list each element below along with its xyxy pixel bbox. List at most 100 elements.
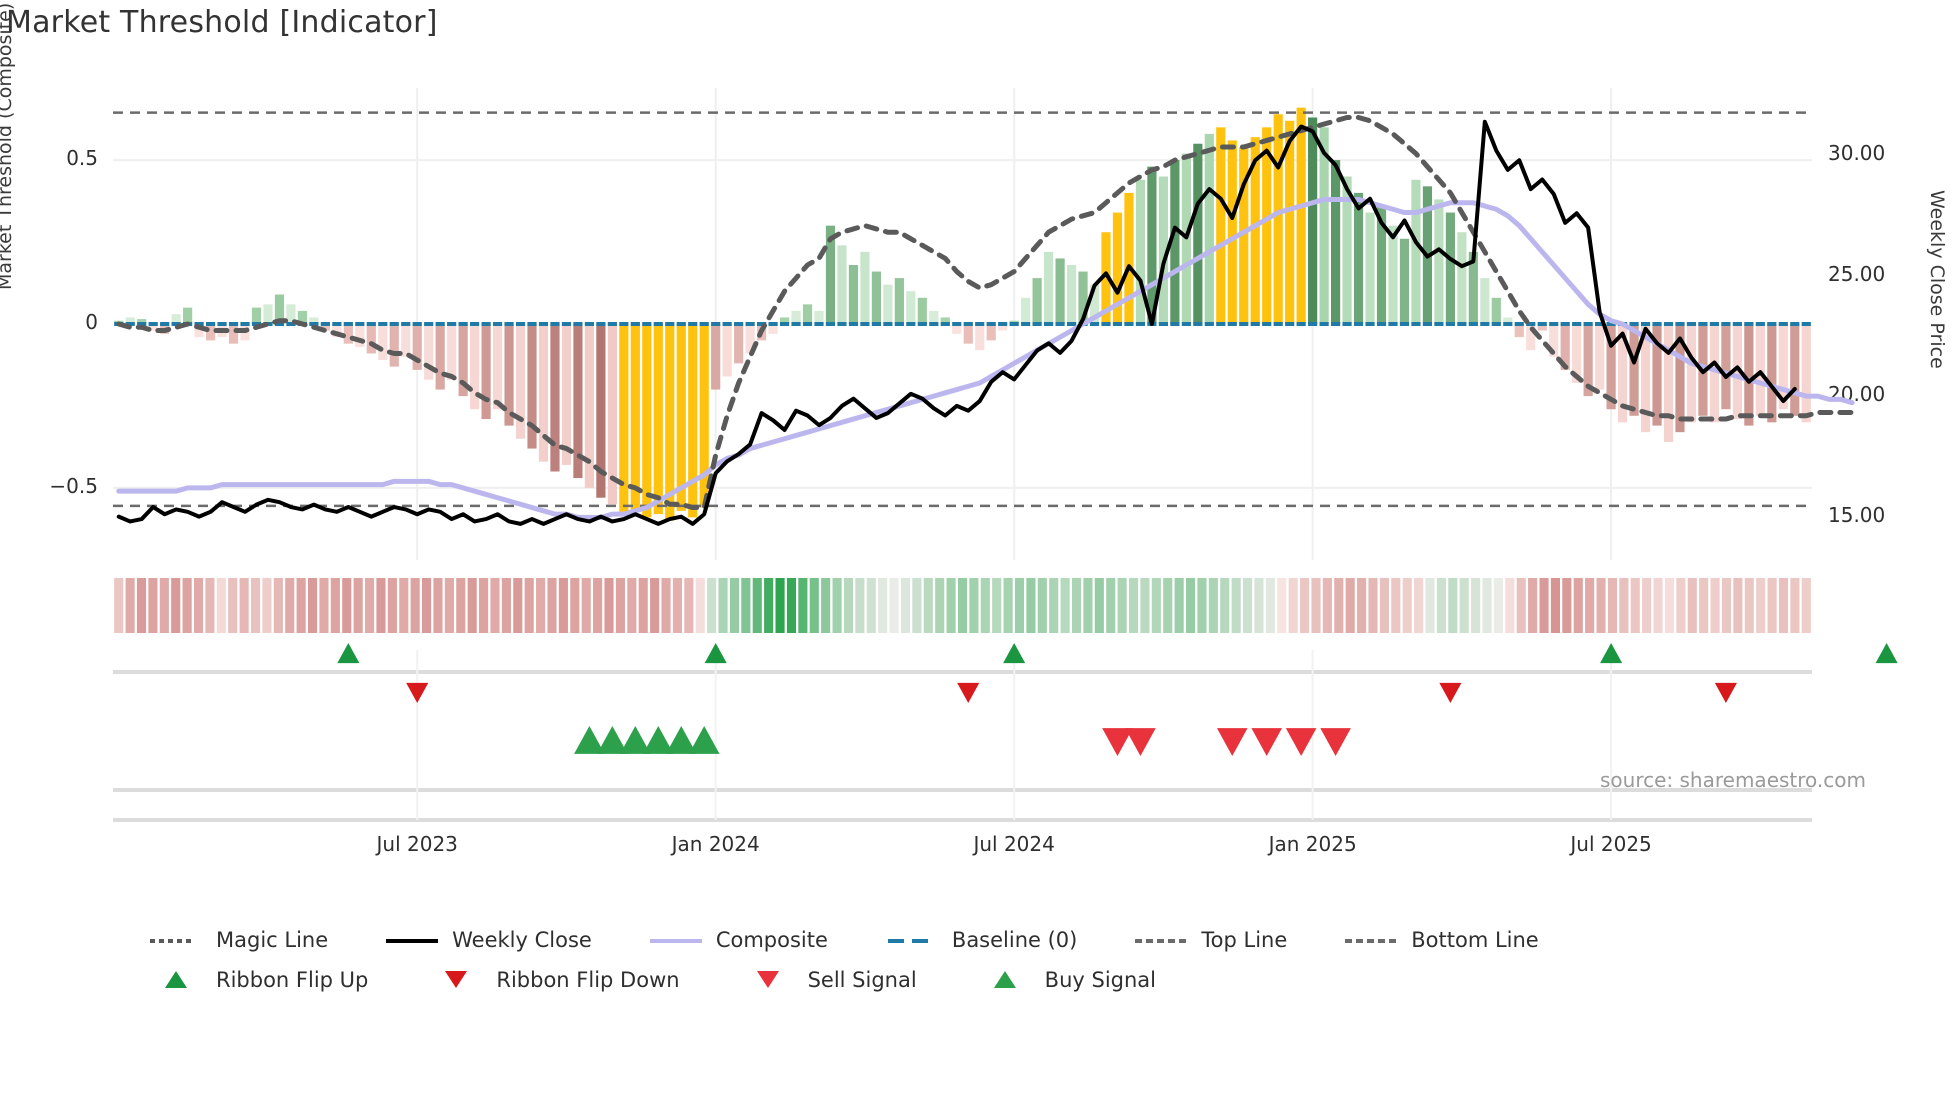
- threshold-bar: [1617, 324, 1628, 423]
- threshold-bar: [1629, 324, 1639, 416]
- triangle-up-icon: [150, 971, 202, 989]
- threshold-bar: [1089, 284, 1100, 324]
- sell-signal-marker[interactable]: [1216, 728, 1248, 756]
- threshold-bar: [1239, 147, 1249, 324]
- ribbon-cell: [171, 578, 181, 633]
- ribbon-cell: [1425, 578, 1435, 633]
- threshold-bar: [1663, 324, 1674, 442]
- ribbon-cell: [1391, 578, 1401, 633]
- ribbon-cell: [1049, 578, 1059, 633]
- legend-item[interactable]: Ribbon Flip Down: [430, 968, 680, 992]
- threshold-bar: [1606, 324, 1616, 410]
- ribbon-cell: [1676, 578, 1686, 633]
- buy-signal-marker[interactable]: [574, 726, 605, 754]
- threshold-bar: [447, 324, 457, 380]
- threshold-bar: [1112, 212, 1123, 324]
- ribbon-cell: [695, 578, 705, 633]
- magic-line: [116, 115, 1855, 511]
- threshold-bar: [1262, 127, 1272, 324]
- ribbon-flip-down-marker[interactable]: [957, 682, 980, 703]
- line-swatch-icon: [1345, 931, 1397, 949]
- ribbon-cell: [410, 578, 420, 633]
- ribbon-cell: [1128, 578, 1139, 633]
- ribbon-cell: [399, 578, 409, 633]
- ribbon-cell: [1550, 578, 1561, 633]
- buy-signal-marker[interactable]: [665, 726, 697, 754]
- ribbon-cell: [570, 578, 580, 633]
- ribbon-cell: [1277, 578, 1287, 633]
- legend-item[interactable]: Weekly Close: [386, 928, 592, 952]
- buy-signal-marker[interactable]: [688, 726, 720, 754]
- legend-item[interactable]: Buy Signal: [979, 968, 1156, 992]
- page-title: Market Threshold [Indicator]: [6, 5, 438, 40]
- threshold-bar: [194, 324, 204, 338]
- threshold-bar: [906, 291, 916, 324]
- threshold-bar: [343, 324, 353, 344]
- sell-signal-marker[interactable]: [1125, 728, 1156, 756]
- sell-signal-marker[interactable]: [1320, 728, 1351, 756]
- ribbon-cell: [809, 578, 819, 633]
- ribbon-cell: [1106, 578, 1116, 633]
- ribbon-cell: [1254, 578, 1264, 633]
- buy-signal-marker[interactable]: [597, 726, 628, 754]
- threshold-bar: [470, 324, 480, 410]
- threshold-bar: [1457, 232, 1467, 324]
- legend-item[interactable]: Composite: [649, 928, 828, 952]
- ribbon-cell: [650, 578, 660, 633]
- ribbon-cell: [581, 578, 591, 633]
- ribbon-flip-up-marker[interactable]: [337, 643, 360, 664]
- ribbon-cell: [547, 578, 557, 633]
- legend-item-label: Sell Signal: [807, 968, 917, 992]
- buy-signal-marker[interactable]: [620, 726, 651, 754]
- ribbon-cell: [182, 578, 192, 633]
- legend-item[interactable]: Baseline (0): [886, 928, 1077, 952]
- threshold-bar: [1468, 251, 1478, 324]
- threshold-bar: [584, 324, 595, 488]
- threshold-bar: [1296, 107, 1306, 325]
- threshold-bar: [975, 324, 985, 351]
- threshold-bar: [1767, 324, 1777, 423]
- threshold-bar: [619, 324, 629, 515]
- threshold-bar: [1124, 192, 1134, 324]
- ribbon-flip-up-marker[interactable]: [1875, 643, 1898, 664]
- threshold-bar: [125, 317, 135, 324]
- buy-signal-marker[interactable]: [642, 726, 674, 754]
- ribbon-cell: [1334, 578, 1344, 633]
- legend-item[interactable]: Top Line: [1135, 928, 1287, 952]
- threshold-bar: [952, 324, 962, 334]
- legend-item[interactable]: Bottom Line: [1345, 928, 1539, 952]
- threshold-bar: [1514, 324, 1524, 338]
- threshold-bar: [1640, 324, 1651, 433]
- ribbon-flip-up-marker[interactable]: [1600, 643, 1623, 664]
- ribbon-cell: [980, 578, 990, 633]
- ribbon-cell: [1083, 578, 1093, 633]
- threshold-bar: [458, 324, 468, 397]
- ribbon-flip-up-marker[interactable]: [704, 643, 727, 664]
- x-tick-4: Jul 2025: [1570, 832, 1652, 856]
- legend-item[interactable]: Sell Signal: [742, 968, 917, 992]
- ribbon-flip-up-marker[interactable]: [1003, 643, 1026, 664]
- ribbon-flip-down-marker[interactable]: [1439, 682, 1462, 703]
- threshold-bar: [1078, 271, 1088, 324]
- threshold-bar: [424, 324, 434, 380]
- ribbon-cell: [935, 578, 945, 633]
- legend-item[interactable]: Ribbon Flip Up: [150, 968, 368, 992]
- legend-item[interactable]: Magic Line: [150, 928, 328, 952]
- sell-signal-marker[interactable]: [1285, 728, 1317, 756]
- ribbon-cell: [1231, 578, 1241, 633]
- ribbon-flip-down-marker[interactable]: [1714, 682, 1737, 703]
- ribbon-cell: [376, 578, 386, 633]
- ribbon-cell: [1699, 578, 1709, 633]
- ribbon-cell: [1539, 578, 1549, 633]
- legend-item-label: Bottom Line: [1411, 928, 1539, 952]
- ribbon-cell: [1026, 578, 1036, 633]
- sell-signal-marker[interactable]: [1102, 728, 1133, 756]
- threshold-bar: [722, 324, 732, 377]
- sell-signal-marker[interactable]: [1251, 728, 1283, 756]
- legend-item-label: Ribbon Flip Down: [496, 968, 680, 992]
- threshold-bar: [1744, 324, 1754, 426]
- ribbon-flip-down-marker[interactable]: [406, 682, 429, 703]
- ribbon-cell: [1220, 578, 1230, 633]
- ribbon-cell: [912, 578, 922, 633]
